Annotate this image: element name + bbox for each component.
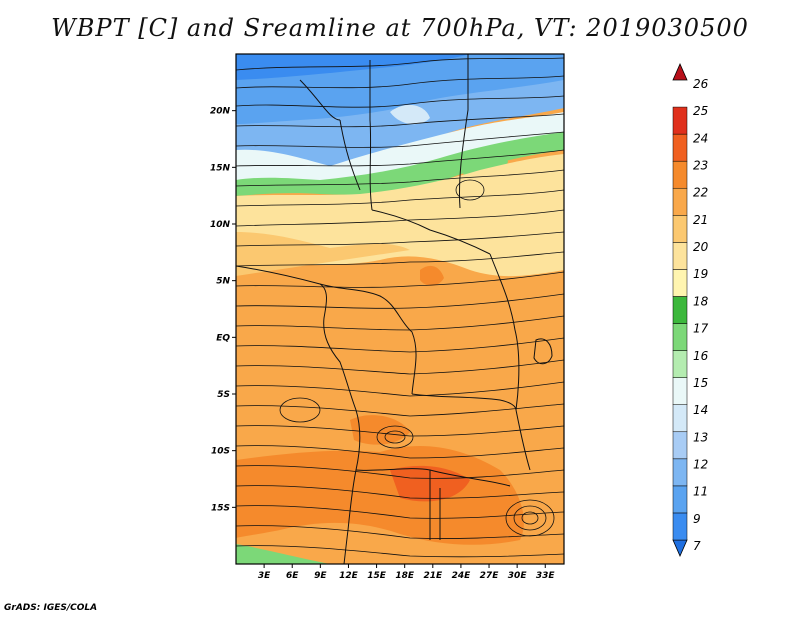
colorbar-label: 11 — [693, 485, 708, 499]
colorbar-label: 25 — [693, 104, 708, 118]
colorbar-label: 26 — [693, 77, 709, 91]
lat-tick-label: 15N — [210, 163, 231, 173]
lon-tick-label: 12E — [339, 571, 359, 581]
colorbar-label: 14 — [693, 403, 708, 417]
lat-tick-label: 20N — [210, 107, 231, 117]
lon-tick-label: 3E — [258, 571, 271, 581]
colorbar-max-arrow — [672, 63, 688, 81]
lon-tick-label: 33E — [536, 571, 556, 581]
streamlines — [236, 57, 564, 558]
colorbar-segment — [672, 377, 688, 405]
lat-tick-label: EQ — [216, 333, 230, 343]
lat-tick-label: 10N — [210, 220, 231, 230]
lon-tick-label: 9E — [314, 571, 327, 581]
colorbar-segment — [672, 269, 688, 297]
colorbar-segment — [672, 133, 688, 162]
colorbar-label: 9 — [693, 512, 701, 526]
colorbar-label: 21 — [693, 213, 708, 227]
colorbar-segment — [672, 458, 688, 487]
colorbar-segment — [672, 404, 688, 433]
lon-tick-label: 15E — [367, 571, 387, 581]
colorbar: 7 9 11 12 13 14 15 16 17 18 19 20 21 22 23 24 25 26 — [672, 63, 709, 557]
lat-tick-label: 10S — [211, 447, 230, 457]
footer-credit: GrADS: IGES/COLA — [4, 603, 98, 613]
colorbar-label: 18 — [693, 294, 709, 308]
colorbar-label: 23 — [693, 159, 708, 173]
colorbar-label: 20 — [693, 240, 709, 254]
colorbar-min-arrow — [672, 539, 688, 557]
lat-tick-label: 15S — [211, 503, 230, 513]
colorbar-segment — [672, 485, 688, 514]
lon-tick-label: 30E — [508, 571, 528, 581]
colorbar-segment — [672, 512, 688, 541]
colorbar-segment — [672, 187, 688, 216]
colorbar-segment — [672, 296, 688, 324]
chart-title: WBPT [C] and Sreamline at 700hPa, VT: 20… — [51, 14, 749, 42]
lon-tick-label: 21E — [423, 571, 443, 581]
colorbar-segment — [672, 242, 688, 270]
longitude-axis: 3E 6E 9E 12E 15E 18E 21E 24E 27E 30E 33E — [258, 564, 556, 581]
colorbar-label: 19 — [693, 267, 708, 281]
lon-tick-label: 27E — [480, 571, 500, 581]
colorbar-segment — [672, 323, 688, 351]
colorbar-segment — [672, 350, 688, 378]
map-frame — [235, 53, 565, 565]
colorbar-label: 12 — [693, 458, 708, 472]
colorbar-segment — [672, 215, 688, 243]
lon-tick-label: 6E — [286, 571, 299, 581]
colorbar-label: 7 — [693, 539, 701, 553]
colorbar-segment — [672, 431, 688, 460]
colorbar-label: 17 — [693, 322, 709, 336]
colorbar-segment — [672, 106, 688, 135]
colorbar-label: 13 — [693, 430, 708, 444]
lat-tick-label: 5N — [216, 277, 230, 287]
lat-tick-label: 5S — [217, 390, 230, 400]
lon-tick-label: 24E — [452, 571, 472, 581]
wbpt-field — [236, 54, 564, 564]
lon-tick-label: 18E — [395, 571, 415, 581]
colorbar-label: 15 — [693, 376, 708, 390]
colorbar-label: 24 — [693, 131, 708, 145]
colorbar-label: 16 — [693, 349, 709, 363]
colorbar-label: 22 — [693, 186, 708, 200]
country-borders — [236, 54, 553, 564]
latitude-axis: 20N 15N 10N 5N EQ 5S 10S 15S — [210, 107, 236, 513]
colorbar-segment — [672, 160, 688, 189]
